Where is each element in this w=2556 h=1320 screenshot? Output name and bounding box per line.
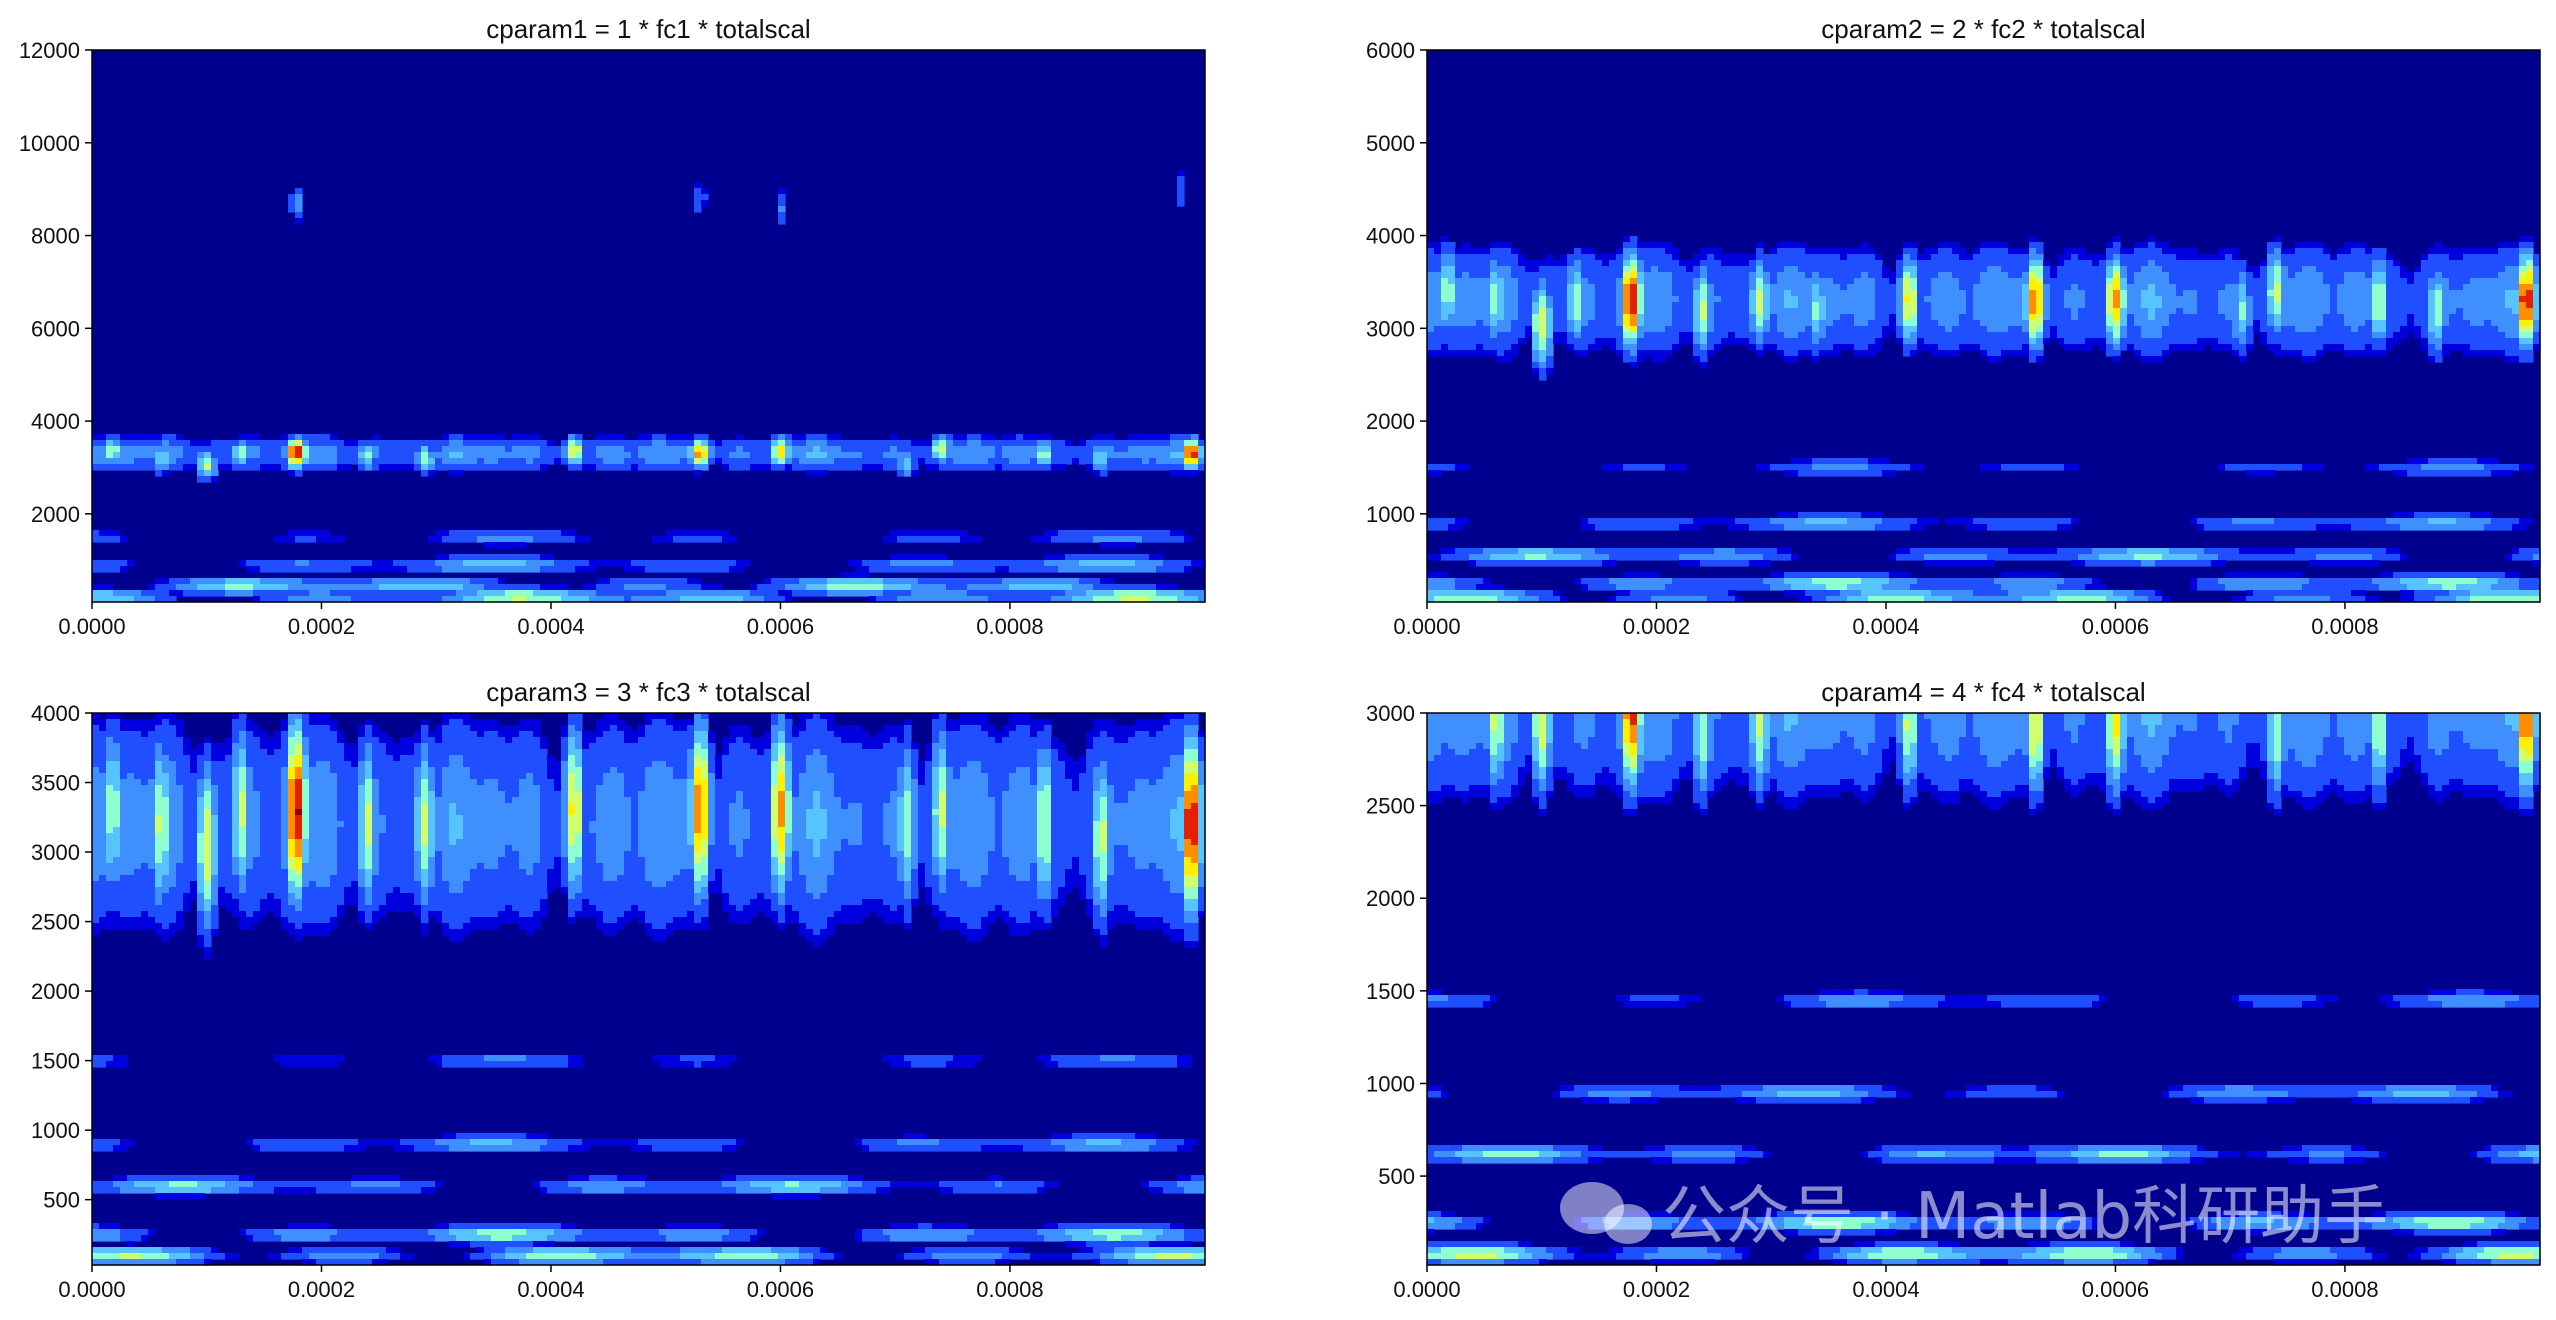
x-tick-label: 0.0004 [1852, 614, 1919, 639]
y-tick-label: 10000 [19, 131, 80, 156]
y-tick-label: 6000 [31, 316, 80, 341]
y-tick-label: 5000 [1366, 131, 1415, 156]
x-tick-label: 0.0002 [288, 614, 355, 639]
subplot-title: cparam2 = 2 * fc2 * totalscal [1821, 14, 2145, 44]
watermark-text: 公众号 · Matlab科研助手 [1662, 1180, 2388, 1254]
x-tick-label: 0.0002 [288, 1277, 355, 1302]
x-tick-label: 0.0002 [1623, 614, 1690, 639]
y-tick-label: 1500 [31, 1049, 80, 1074]
y-tick-label: 4000 [1366, 224, 1415, 249]
y-tick-label: 2000 [31, 502, 80, 527]
x-tick-label: 0.0000 [58, 1277, 125, 1302]
y-tick-label: 4000 [31, 701, 80, 726]
y-tick-label: 3000 [1366, 701, 1415, 726]
x-tick-label: 0.0008 [2311, 1277, 2378, 1302]
x-tick-label: 0.0006 [747, 1277, 814, 1302]
y-tick-label: 2000 [31, 979, 80, 1004]
x-tick-label: 0.0008 [976, 1277, 1043, 1302]
contour-fill [92, 713, 1206, 1266]
y-tick-label: 1000 [1366, 1071, 1415, 1096]
subplot-4: cparam4 = 4 * fc4 * totalscal 0.0000 0.000… [1366, 677, 2541, 1302]
watermark: 公众号 · Matlab科研助手 [1560, 1180, 2388, 1254]
y-tick-label: 8000 [31, 224, 80, 249]
y-tick-label: 1000 [31, 1118, 80, 1143]
subplot-title: cparam1 = 1 * fc1 * totalscal [486, 14, 810, 44]
y-tick-label: 2500 [31, 910, 80, 935]
y-tick-label: 4000 [31, 409, 80, 434]
subplot-title: cparam3 = 3 * fc3 * totalscal [486, 677, 810, 707]
y-tick-label: 2000 [1366, 886, 1415, 911]
axes-frame [91, 712, 1206, 1266]
axes-frame [1426, 712, 2541, 1266]
contour-fill [92, 170, 1206, 603]
y-tick-label: 2000 [1366, 409, 1415, 434]
y-tick-label: 6000 [1366, 38, 1415, 63]
contour-fill [1427, 236, 2541, 603]
x-tick-label: 0.0006 [747, 614, 814, 639]
y-tick-label: 3500 [31, 771, 80, 796]
x-tick-label: 0.0008 [976, 614, 1043, 639]
y-tick-label: 1000 [1366, 502, 1415, 527]
axes-frame [1426, 49, 2541, 603]
x-tick-label: 0.0008 [2311, 614, 2378, 639]
x-tick-label: 0.0002 [1623, 1277, 1690, 1302]
subplot-title: cparam4 = 4 * fc4 * totalscal [1821, 677, 2145, 707]
y-tick-label: 12000 [19, 38, 80, 63]
x-tick-label: 0.0000 [1393, 614, 1460, 639]
subplot-2: cparam2 = 2 * fc2 * totalscal 0.0000 0.000… [1366, 14, 2541, 639]
x-tick-label: 0.0000 [1393, 1277, 1460, 1302]
y-tick-label: 2500 [1366, 794, 1415, 819]
x-tick-label: 0.0004 [1852, 1277, 1919, 1302]
y-tick-label: 500 [1378, 1164, 1415, 1189]
axes-frame [91, 49, 1206, 603]
y-tick-label: 3000 [31, 840, 80, 865]
x-tick-label: 0.0004 [517, 1277, 584, 1302]
y-tick-label: 1500 [1366, 979, 1415, 1004]
x-tick-label: 0.0006 [2082, 1277, 2149, 1302]
plot-area [92, 50, 1205, 602]
x-tick-label: 0.0006 [2082, 614, 2149, 639]
contour-fill [1427, 713, 2541, 1266]
subplot-3: cparam3 = 3 * fc3 * totalscal 0.0000 0.000… [31, 677, 1206, 1302]
wechat-icon-bubble [1604, 1204, 1652, 1244]
subplot-1: cparam1 = 1 * fc1 * totalscal 0.0000 0.000… [19, 14, 1206, 639]
plot-area [1427, 713, 2540, 1265]
x-tick-label: 0.0004 [517, 614, 584, 639]
y-tick-label: 500 [43, 1188, 80, 1213]
y-tick-label: 3000 [1366, 316, 1415, 341]
x-tick-label: 0.0000 [58, 614, 125, 639]
